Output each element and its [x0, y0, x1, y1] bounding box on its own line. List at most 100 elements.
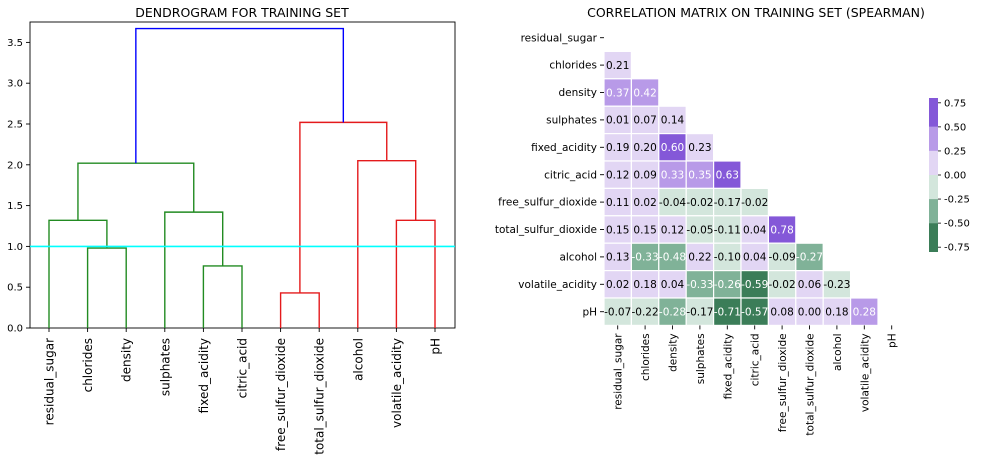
colorbar-bin [929, 223, 938, 252]
heatmap-cell [685, 297, 715, 326]
cell-value: -0.71 [714, 307, 741, 319]
heatmap-cell [630, 78, 660, 107]
heatmap-cell [712, 215, 742, 244]
cell-value: 0.21 [606, 60, 629, 72]
cell-value: -0.26 [714, 279, 741, 291]
dendrogram-links [30, 27, 455, 328]
cell-value: 0.08 [770, 307, 793, 319]
colorbar-bin [929, 150, 938, 175]
heatmap-cell [740, 187, 769, 217]
cell-value: -0.33 [686, 279, 713, 291]
cell-value: -0.23 [823, 279, 850, 291]
row-label: free_sulfur_dioxide [498, 197, 597, 209]
leaf-label: chlorides [81, 338, 95, 392]
y-tick-label: 3.0 [7, 79, 23, 90]
leaf-label: free_sulfur_dioxide [274, 338, 288, 451]
cell-value: 0.33 [661, 170, 684, 182]
heatmap-cell [630, 187, 660, 217]
cell-value: -0.02 [686, 197, 713, 209]
leaf-label: residual_sugar [43, 338, 57, 425]
colorbar-bin [929, 126, 938, 151]
heatmap-cell [658, 187, 687, 217]
column-label: free_sulfur_dioxide [777, 333, 789, 432]
cell-value: 0.00 [798, 307, 821, 319]
cell-value: -0.22 [632, 307, 659, 319]
heatmap-row-labels: residual_sugar chlorides density sulphates f… [495, 32, 604, 318]
row-label: citric_acid [544, 169, 597, 181]
cell-value: -0.11 [714, 224, 741, 236]
column-label: total_sulfur_dioxide [805, 333, 817, 435]
dendrogram-x-axis: residual_sugar chlorides density sulphates f… [43, 328, 443, 455]
cell-value: 0.02 [633, 197, 656, 209]
column-label: volatile_acidity [859, 333, 871, 412]
cell-value: 0.15 [633, 224, 656, 236]
heatmap-cell [603, 215, 632, 244]
heatmap-cell [712, 270, 742, 299]
leaf-label: alcohol [351, 338, 365, 381]
y-tick-label: 3.5 [7, 38, 23, 49]
y-tick-label: 2.0 [7, 160, 23, 171]
y-tick-label: 1.0 [7, 242, 23, 253]
cell-value: -0.59 [741, 279, 768, 291]
column-label: fixed_acidity [722, 333, 734, 399]
y-tick-label: 0.0 [7, 324, 23, 335]
heatmap-cell [603, 50, 632, 80]
heatmap-cell [740, 297, 769, 326]
cell-value: -0.05 [686, 224, 713, 236]
heatmap-cell [658, 297, 687, 326]
row-label: sulphates [546, 115, 597, 127]
cell-value: 0.15 [606, 224, 629, 236]
leaf-label: density [120, 338, 134, 382]
cell-value: 0.02 [606, 279, 629, 291]
dendrogram-link [48, 219, 108, 328]
dendrogram-link [357, 160, 417, 328]
leaf-label: total_sulfur_dioxide [313, 338, 327, 455]
heatmap-cell [685, 215, 715, 244]
cell-value: -0.28 [659, 307, 686, 319]
cell-value: -0.02 [769, 279, 796, 291]
dendrogram-link [279, 292, 320, 328]
cell-value: 0.18 [633, 279, 656, 291]
cell-value: 0.13 [606, 252, 629, 264]
cell-value: 0.28 [853, 307, 876, 319]
colorbar-bin [929, 175, 938, 200]
column-label: residual_sugar [613, 333, 625, 410]
dendrogram-chart: DENDROGRAM FOR TRAINING SET 0.0 0.5 1.0 1.5… [7, 5, 456, 455]
cell-value: 0.37 [606, 87, 629, 99]
row-label: density [559, 87, 598, 99]
row-label: pH [582, 306, 597, 318]
heatmap-cell [795, 242, 824, 272]
heatmap-title: CORRELATION MATRIX ON TRAINING SET (SPEA… [587, 5, 925, 20]
cell-value: 0.14 [661, 115, 685, 127]
cell-value: 0.12 [606, 170, 629, 182]
cell-value: 0.06 [798, 279, 822, 291]
cell-value: 0.04 [743, 252, 767, 264]
cell-value: -0.02 [741, 197, 768, 209]
column-label: citric_acid [750, 333, 762, 386]
cell-value: -0.17 [686, 307, 713, 319]
colorbar-tick-label: 0.50 [944, 122, 966, 133]
heatmap-cell [740, 242, 769, 272]
dendrogram-link [202, 265, 243, 328]
colorbar-bin [929, 199, 938, 224]
row-label: total_sulfur_dioxide [495, 224, 597, 236]
heatmap-cell [712, 297, 742, 326]
row-label: chlorides [549, 60, 597, 72]
y-tick-label: 0.5 [7, 283, 23, 294]
cell-value: 0.20 [633, 142, 656, 154]
column-label: alcohol [832, 333, 844, 371]
heatmap-cell [712, 160, 742, 189]
colorbar-bin [929, 98, 938, 127]
leaf-label: sulphates [158, 338, 172, 396]
row-label: alcohol [559, 252, 597, 264]
dendrogram-link [299, 121, 388, 293]
column-label: pH [887, 333, 899, 348]
leaf-label: citric_acid [236, 338, 250, 398]
heatmap-cells: 0.21 0.37 0.42 0.01 0.07 0.14 0.19 0.20 0.60 0.23… [603, 50, 879, 326]
colorbar-tick-label: -0.25 [944, 195, 970, 206]
cell-value: -0.09 [769, 252, 796, 264]
cell-value: 0.18 [825, 307, 848, 319]
dendrogram-title: DENDROGRAM FOR TRAINING SET [135, 5, 349, 20]
cell-value: -0.48 [659, 252, 686, 264]
